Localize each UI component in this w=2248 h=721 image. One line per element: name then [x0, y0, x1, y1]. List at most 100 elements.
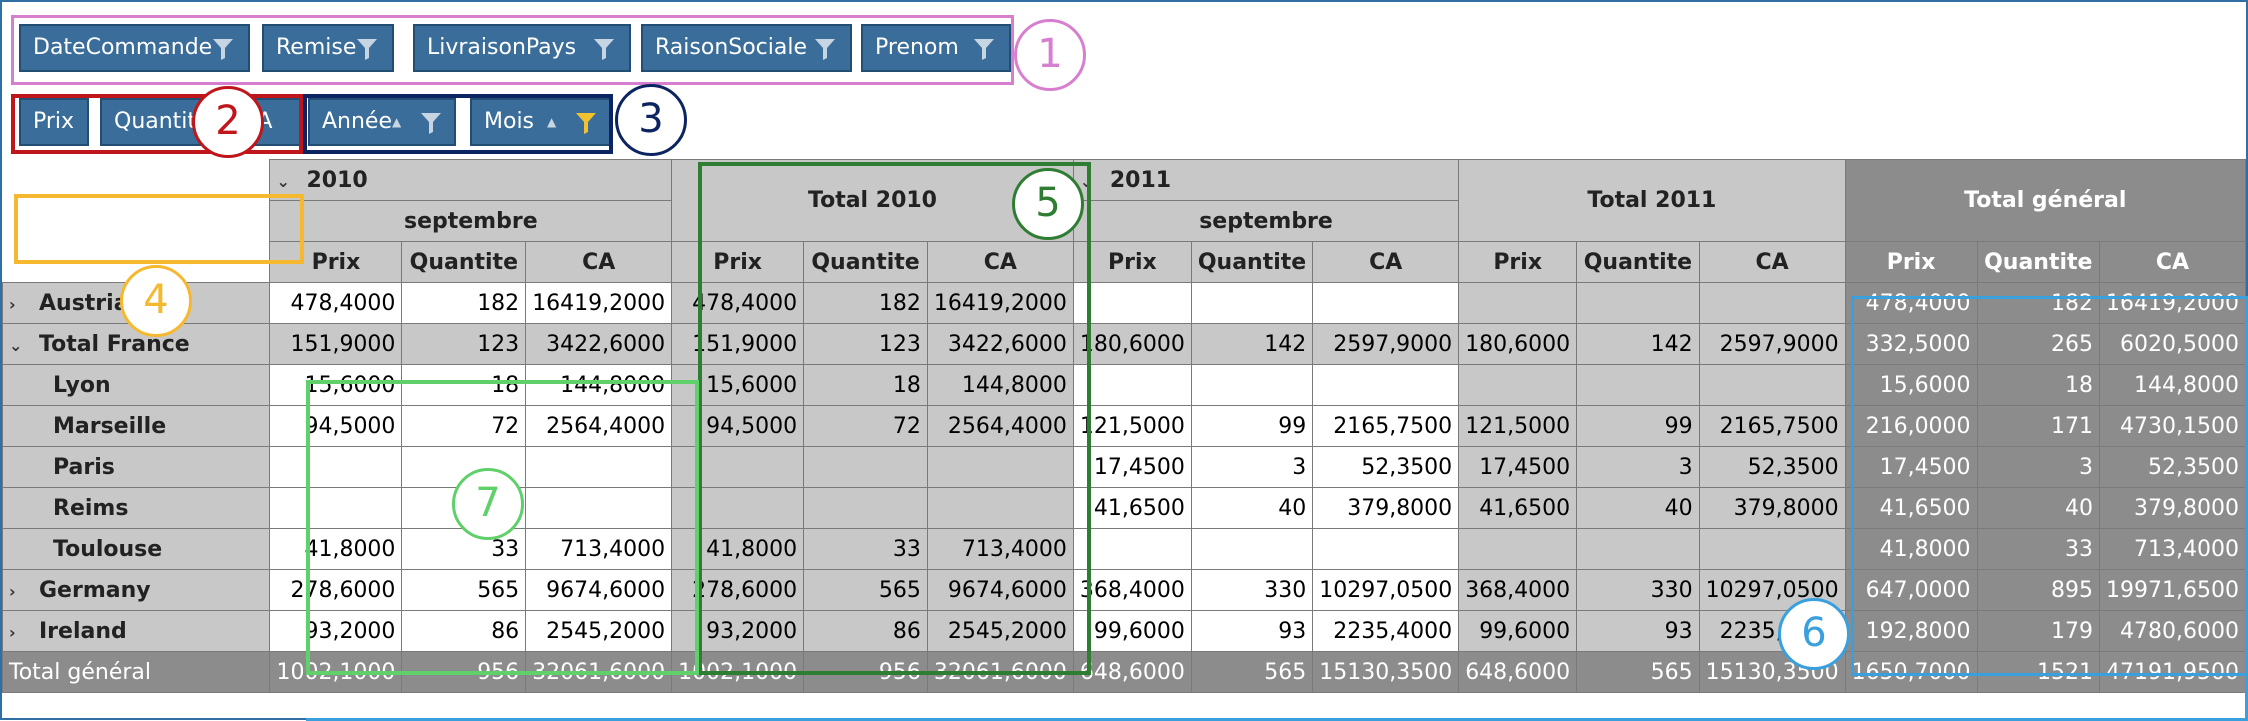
data-cell: 33: [1976, 528, 2101, 570]
grand-total-cell: 1650,7000: [1844, 651, 1978, 693]
sort-ascending-icon[interactable]: ▲: [547, 115, 557, 129]
data-cell: 713,4000: [525, 528, 673, 570]
year-label: 2011: [1109, 167, 1172, 193]
data-cell: 565: [401, 569, 527, 611]
field-chip-label: Remise: [276, 35, 357, 60]
data-cell: [926, 446, 1074, 488]
data-cell: 713,4000: [926, 528, 1074, 570]
row-header: Toulouse: [1, 528, 271, 570]
data-cell: 192,8000: [1844, 610, 1978, 652]
data-cell: 4780,6000: [2099, 610, 2246, 652]
field-chip-datecommande[interactable]: DateCommande: [19, 24, 250, 72]
field-chip-label: Année: [322, 109, 393, 134]
data-cell: 123: [401, 323, 527, 365]
data-cell: [1458, 364, 1578, 406]
data-cell: 142: [1190, 323, 1314, 365]
expand-chevron-icon[interactable]: ›: [9, 294, 16, 314]
data-cell: 216,0000: [1844, 405, 1978, 447]
grand-total-cell: 648,6000: [1458, 651, 1578, 693]
data-cell: 15,6000: [1844, 364, 1978, 406]
field-chip-remise[interactable]: Remise: [262, 24, 394, 72]
header-total-2011: Total 2011: [1458, 159, 1846, 242]
header-measure: CA: [525, 241, 673, 283]
data-cell: 6020,5000: [2099, 323, 2246, 365]
data-cell: 379,8000: [1312, 487, 1460, 529]
data-cell: 40: [1576, 487, 1700, 529]
data-cell: 151,9000: [671, 323, 805, 365]
data-cell: 3422,6000: [525, 323, 673, 365]
filter-icon[interactable]: [575, 111, 597, 135]
field-chip-label: LivraisonPays: [427, 35, 577, 60]
table-row: Paris 17,4500 3 52,3500 17,4500 3 52,3500 17,45…: [1, 446, 2246, 488]
field-chip-prix[interactable]: Prix: [19, 98, 89, 146]
filter-icon[interactable]: [973, 37, 995, 61]
header-year-2011[interactable]: ⌄ 2011: [1072, 159, 1460, 201]
data-cell: [1698, 282, 1846, 324]
header-measure: Prix: [1844, 241, 1978, 283]
data-cell: 478,4000: [269, 282, 403, 324]
table-row: Reims 41,6500 40 379,8000 41,6500 40 379,8000 4…: [1, 487, 2246, 529]
field-chip-livraisonpays[interactable]: LivraisonPays: [413, 24, 631, 72]
data-cell: 99: [1576, 405, 1700, 447]
data-cell: [803, 487, 928, 529]
pivot-table: ⌄ 2010 Total 2010 ⌄ 2011 Total 2011 Total géné…: [1, 159, 2247, 693]
data-cell: 182: [803, 282, 928, 324]
header-total-2010: Total 2010: [671, 159, 1074, 242]
data-cell: 121,5000: [1458, 405, 1578, 447]
filter-icon[interactable]: [356, 37, 378, 61]
sort-ascending-icon[interactable]: ▲: [392, 115, 402, 129]
data-cell: 2564,4000: [926, 405, 1074, 447]
filter-icon[interactable]: [420, 111, 442, 135]
data-cell: 180,6000: [1072, 323, 1192, 365]
data-cell: [1072, 528, 1192, 570]
data-cell: 18: [1976, 364, 2101, 406]
filter-icon[interactable]: [814, 37, 836, 61]
table-row: Lyon 15,6000 18 144,8000 15,6000 18 144,8000 15…: [1, 364, 2246, 406]
data-cell: 86: [401, 610, 527, 652]
data-cell: 41,8000: [1844, 528, 1978, 570]
data-cell: 94,5000: [269, 405, 403, 447]
collapse-chevron-icon[interactable]: ⌄: [276, 171, 290, 191]
filter-icon[interactable]: [593, 37, 615, 61]
expand-chevron-icon[interactable]: ›: [9, 581, 16, 601]
data-cell: 52,3500: [1698, 446, 1846, 488]
data-cell: 18: [401, 364, 527, 406]
row-header[interactable]: › Germany: [1, 569, 271, 611]
field-chip-raisonsociale[interactable]: RaisonSociale: [641, 24, 852, 72]
data-cell: 18: [803, 364, 928, 406]
row-label: Paris: [53, 454, 115, 480]
data-cell: 86: [803, 610, 928, 652]
row-header[interactable]: › Ireland: [1, 610, 271, 652]
row-label: Total France: [39, 331, 190, 357]
data-cell: 41,6500: [1844, 487, 1978, 529]
data-cell: 647,0000: [1844, 569, 1978, 611]
filter-icon[interactable]: [212, 37, 234, 61]
data-cell: 142: [1576, 323, 1700, 365]
row-header-grand-total: Total général: [1, 651, 271, 693]
data-cell: [1190, 528, 1314, 570]
expand-chevron-icon[interactable]: ›: [9, 622, 16, 642]
field-chip-mois[interactable]: Mois ▲: [470, 98, 611, 146]
data-cell: 182: [1976, 282, 2101, 324]
data-cell: 151,9000: [269, 323, 403, 365]
collapse-chevron-icon[interactable]: ⌄: [9, 335, 23, 355]
data-cell: 40: [1976, 487, 2101, 529]
data-cell: 93,2000: [671, 610, 805, 652]
header-year-2010[interactable]: ⌄ 2010: [269, 159, 673, 201]
data-cell: [525, 446, 673, 488]
header-measure: Prix: [1458, 241, 1578, 283]
data-cell: [1190, 364, 1314, 406]
header-month-2011: septembre: [1072, 200, 1460, 242]
data-cell: 123: [803, 323, 928, 365]
header-row-month: septembre septembre: [3, 200, 2246, 242]
highlight-column-zone: [303, 94, 613, 154]
row-label: Reims: [53, 495, 129, 521]
field-chip-prenom[interactable]: Prenom: [861, 24, 1011, 72]
data-cell: 713,4000: [2099, 528, 2246, 570]
data-cell: 99,6000: [1458, 610, 1578, 652]
data-cell: 17,4500: [1072, 446, 1192, 488]
data-cell: 41,6500: [1072, 487, 1192, 529]
field-chip-année[interactable]: Année ▲: [308, 98, 456, 146]
data-cell: 3422,6000: [926, 323, 1074, 365]
